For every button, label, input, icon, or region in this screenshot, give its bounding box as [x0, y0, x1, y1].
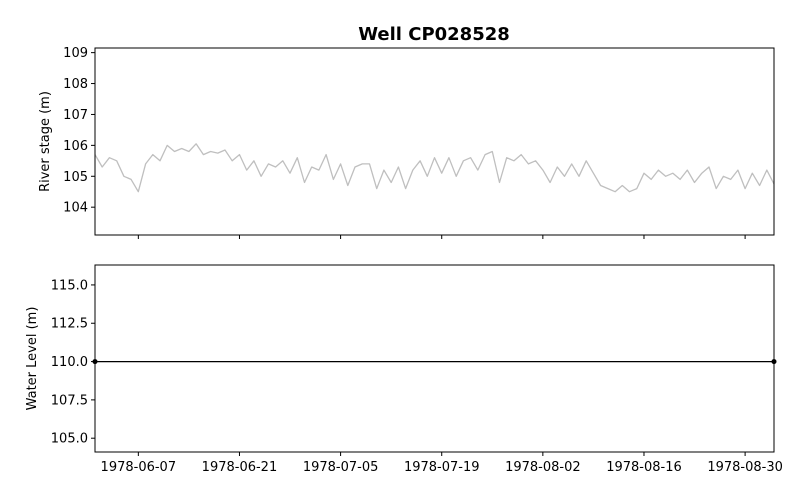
- y-tick-label: 106: [63, 139, 88, 154]
- y-axis-label: Water Level (m): [25, 307, 40, 411]
- axes-frame: [94, 264, 775, 453]
- axes-frame: [94, 47, 775, 236]
- y-tick-label: 115.0: [51, 278, 88, 293]
- y-tick-label: 108: [63, 77, 88, 92]
- x-tick-label: 1978-08-02: [505, 460, 581, 475]
- y-axis-label: River stage (m): [38, 91, 53, 192]
- chart-title: Well CP028528: [358, 24, 510, 45]
- x-tick-label: 1978-06-07: [101, 460, 177, 475]
- y-tick-label: 110.0: [51, 355, 88, 370]
- series-line-0: [94, 143, 775, 193]
- water-level-panel: 105.0 107.5 110.0 112.5 115.0 1978-06-07 1978-…: [25, 264, 783, 475]
- x-tick-label: 1978-06-21: [202, 460, 278, 475]
- x-tick-label: 1978-08-16: [606, 460, 682, 475]
- y-tick-label: 107: [63, 108, 88, 123]
- y-tick-label: 104: [63, 201, 88, 216]
- river-stage-panel: 104 105 106 107 108 109 River stage (m): [38, 46, 775, 239]
- y-tick-label: 105.0: [51, 432, 88, 447]
- x-tick-label: 1978-07-05: [303, 460, 379, 475]
- y-tick-label: 112.5: [51, 317, 88, 332]
- x-tick-label: 1978-08-30: [707, 460, 783, 475]
- y-tick-label: 109: [63, 46, 88, 61]
- y-tick-label: 105: [63, 170, 88, 185]
- x-tick-label: 1978-07-19: [404, 460, 480, 475]
- y-tick-label: 107.5: [51, 393, 88, 408]
